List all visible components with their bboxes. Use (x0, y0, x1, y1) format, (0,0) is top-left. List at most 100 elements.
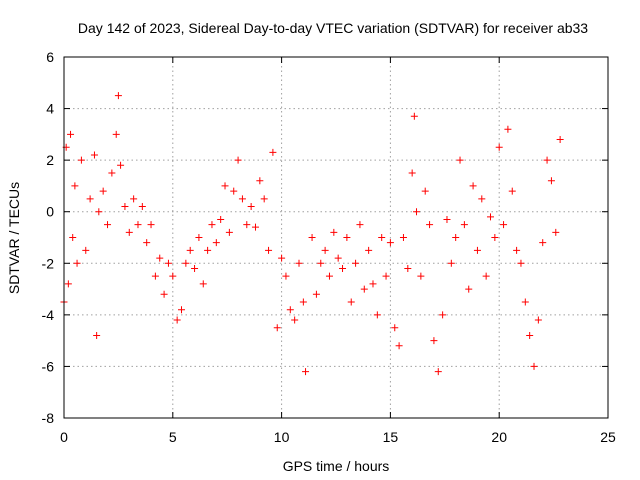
data-point (495, 143, 503, 151)
data-point (95, 208, 103, 216)
data-point (64, 280, 72, 288)
data-point (543, 156, 551, 164)
data-point (491, 234, 499, 241)
y-tick-label: 2 (46, 152, 54, 168)
y-tick-label: -8 (42, 410, 55, 426)
data-point (299, 298, 307, 306)
data-point (426, 221, 434, 229)
data-point (526, 331, 534, 339)
data-point (530, 362, 538, 370)
data-point (434, 368, 442, 376)
data-point (391, 324, 399, 332)
plot-frame (63, 56, 609, 419)
data-point (469, 182, 477, 190)
data-point (417, 272, 425, 280)
chart-title: Day 142 of 2023, Sidereal Day-to-day VTE… (78, 20, 588, 36)
data-point (67, 130, 75, 138)
data-point (395, 342, 403, 350)
data-point (521, 298, 529, 306)
data-point (247, 203, 255, 211)
data-point (160, 290, 168, 298)
data-point (282, 272, 290, 280)
data-point (325, 272, 333, 280)
data-point (508, 187, 516, 195)
data-point (547, 177, 555, 185)
data-point (217, 215, 225, 223)
data-point (552, 228, 560, 236)
data-points (60, 92, 564, 376)
data-point (90, 151, 98, 159)
y-tick-label: 0 (46, 204, 54, 220)
data-point (138, 203, 146, 211)
data-point (156, 254, 164, 262)
data-point (365, 246, 373, 254)
data-point (334, 254, 342, 262)
data-point (73, 259, 81, 267)
data-point (225, 228, 233, 236)
x-axis-label: GPS time / hours (283, 458, 390, 474)
data-point (151, 272, 159, 280)
data-point (302, 368, 310, 376)
data-point (143, 239, 151, 247)
data-point (439, 311, 447, 319)
data-point (114, 92, 122, 100)
data-point (308, 234, 316, 241)
data-point (212, 239, 220, 247)
data-point (360, 285, 368, 293)
data-point (191, 264, 199, 272)
data-point (230, 187, 238, 195)
data-point (108, 169, 116, 177)
data-point (482, 272, 490, 280)
data-point (404, 264, 412, 272)
data-point (208, 221, 216, 229)
data-point (104, 221, 112, 229)
data-point (269, 148, 277, 156)
data-point (164, 259, 172, 267)
data-point (378, 234, 386, 241)
data-point (317, 259, 325, 267)
y-tick-label: 6 (46, 49, 54, 65)
data-point (238, 195, 246, 203)
data-point (182, 259, 190, 267)
data-point (539, 239, 547, 247)
axis-ticks: 0 5 10 15 20 25 -8 -6 -4 -2 0 2 4 6 (42, 49, 616, 445)
data-point (195, 234, 203, 241)
x-tick-label: 5 (169, 429, 177, 445)
data-point (71, 182, 79, 190)
data-point (204, 246, 212, 254)
data-point (321, 246, 329, 254)
x-tick-label: 10 (274, 429, 290, 445)
data-point (386, 239, 394, 247)
data-point (125, 228, 133, 236)
data-point (343, 234, 351, 241)
data-point (169, 272, 177, 280)
data-point (265, 246, 273, 254)
y-tick-label: 4 (46, 101, 54, 117)
data-point (147, 221, 155, 229)
data-point (369, 280, 377, 288)
data-point (410, 112, 418, 120)
data-point (356, 221, 364, 229)
data-point (556, 136, 564, 144)
data-point (173, 316, 181, 324)
data-point (312, 290, 320, 298)
data-point (399, 234, 407, 241)
data-point (465, 285, 473, 293)
data-point (534, 316, 542, 324)
data-point (447, 259, 455, 267)
data-point (500, 221, 508, 229)
x-tick-label: 25 (600, 429, 616, 445)
y-axis-label: SDTVAR / TECUs (6, 182, 22, 294)
data-point (221, 182, 229, 190)
data-point (473, 246, 481, 254)
y-tick-label: -4 (42, 307, 55, 323)
data-point (347, 298, 355, 306)
x-tick-label: 15 (383, 429, 399, 445)
data-point (93, 331, 101, 339)
data-point (117, 161, 125, 169)
data-point (295, 259, 303, 267)
data-point (112, 130, 120, 138)
data-point (517, 259, 525, 267)
